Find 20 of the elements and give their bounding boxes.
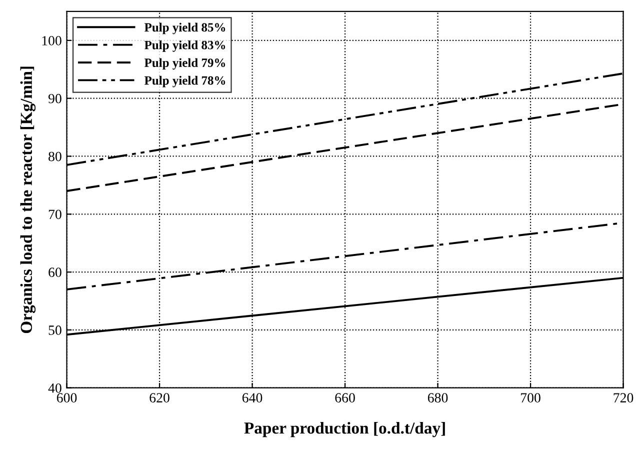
x-tick-label: 720	[614, 393, 634, 402]
x-tick-label: 620	[150, 393, 170, 402]
legend-label: Pulp yield 83%	[144, 40, 226, 52]
y-axis-title: Organics load to the reactor [Kg/min]	[20, 66, 36, 334]
y-tick-label: 60	[48, 268, 62, 277]
x-tick-label: 640	[242, 393, 262, 402]
x-axis-title: Paper production [o.d.t/day]	[244, 422, 445, 438]
y-tick-label: 90	[48, 94, 62, 104]
x-tick-label: 680	[428, 393, 448, 402]
x-tick-label: 660	[335, 393, 355, 402]
legend-label: Pulp yield 78%	[144, 76, 226, 88]
legend-label: Pulp yield 85%	[144, 22, 226, 34]
x-tick-label: 700	[521, 393, 540, 402]
y-tick-label: 80	[48, 152, 62, 162]
x-tick-label: 600	[56, 393, 77, 402]
y-tick-label: 40	[48, 383, 62, 393]
y-tick-label: 50	[48, 326, 62, 335]
legend-label: Pulp yield 79%	[144, 58, 226, 70]
y-tick-label: 70	[48, 210, 62, 220]
y-tick-label: 100	[42, 36, 62, 46]
